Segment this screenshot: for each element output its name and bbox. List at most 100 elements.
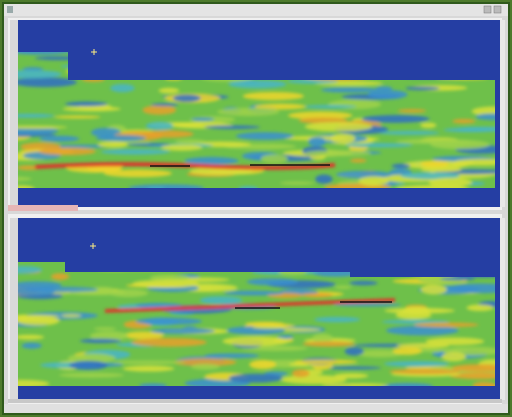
reflector-core	[150, 164, 330, 167]
texture-blob	[315, 174, 333, 184]
texture-blob	[18, 266, 43, 274]
texture-blob	[280, 374, 347, 385]
texture-blob	[18, 379, 50, 386]
texture-blob	[60, 314, 82, 318]
texture-blob	[235, 132, 294, 140]
texture-blob	[93, 327, 116, 331]
texture-blob	[18, 314, 60, 318]
texture-blob	[131, 337, 207, 347]
texture-blob	[305, 150, 372, 157]
texture-blob	[475, 113, 495, 121]
reflector-core	[235, 301, 392, 309]
scrollbar[interactable]	[500, 218, 505, 400]
texture-blob	[199, 296, 243, 305]
texture-blob	[392, 347, 423, 355]
texture-blob	[59, 372, 125, 378]
texture-blob	[150, 327, 215, 335]
texture-blob	[389, 368, 461, 375]
texture-blob	[361, 115, 430, 123]
texture-blob	[302, 341, 356, 347]
texture-blob	[38, 147, 96, 156]
texture-blob	[51, 273, 70, 281]
texture-blob	[320, 87, 380, 93]
texture-blob	[304, 121, 373, 132]
texture-blob	[300, 292, 333, 298]
texture-blob	[375, 86, 393, 91]
texture-blob	[135, 317, 203, 325]
texture-blob	[425, 337, 485, 346]
texture-blob	[308, 136, 327, 147]
texture-blob	[397, 109, 427, 113]
texture-blob	[334, 285, 352, 289]
texture-blob	[217, 107, 280, 116]
texture-blob	[402, 306, 431, 315]
horizontal-scrollbar[interactable]	[8, 399, 502, 403]
texture-blob	[291, 369, 310, 378]
texture-blob	[69, 291, 126, 296]
cursor	[91, 49, 97, 55]
texture-blob	[39, 135, 80, 142]
texture-blob	[321, 383, 389, 386]
texture-blob	[150, 103, 179, 107]
texture-blob	[89, 331, 129, 341]
texture-blob	[314, 316, 361, 323]
texture-blob	[472, 381, 495, 386]
texture-blob	[452, 118, 476, 124]
texture-blob	[95, 135, 146, 142]
texture-blob	[420, 284, 447, 295]
texture-blob	[223, 290, 283, 296]
texture-blob	[302, 104, 357, 109]
texture-blob	[54, 115, 101, 119]
texture-blob	[25, 286, 99, 293]
texture-blob	[110, 83, 135, 93]
texture-blob	[396, 184, 470, 188]
texture-blob	[349, 280, 378, 286]
scrollbar[interactable]	[500, 20, 505, 207]
texture-blob	[79, 338, 122, 344]
texture-blob	[466, 304, 494, 312]
texture-blob	[18, 165, 41, 171]
texture-blob	[428, 177, 473, 187]
texture-blob	[471, 106, 495, 117]
close-button[interactable]	[493, 5, 502, 14]
texture-blob	[367, 89, 408, 100]
texture-blob	[18, 113, 55, 118]
texture-blob	[330, 133, 356, 144]
texture-blob	[242, 91, 304, 101]
texture-blob	[249, 359, 277, 370]
texture-blob	[132, 279, 200, 288]
texture-blob	[246, 278, 299, 286]
texture-blob	[69, 360, 108, 370]
texture-blob	[18, 52, 74, 55]
texture-blob	[191, 363, 220, 370]
texture-blob	[350, 158, 367, 163]
texture-blob	[21, 342, 42, 349]
texture-blob	[439, 277, 476, 281]
texture-blob	[396, 343, 450, 349]
texture-blob	[279, 181, 315, 185]
texture-blob	[149, 274, 190, 281]
texture-blob	[103, 169, 172, 178]
texture-blob	[325, 366, 382, 370]
texture-blob	[18, 315, 60, 326]
texture-blob	[358, 176, 389, 186]
texture-blob	[405, 86, 440, 91]
texture-blob	[172, 94, 201, 102]
texture-blob	[260, 154, 288, 164]
minimize-button[interactable]	[483, 5, 492, 14]
depth-ruler	[10, 218, 18, 400]
texture-blob	[122, 331, 165, 340]
texture-blob	[453, 158, 495, 166]
texture-blob	[447, 283, 495, 294]
texture-blob	[228, 80, 287, 89]
texture-blob	[18, 70, 62, 79]
texture-blob	[378, 130, 440, 135]
texture-blob	[184, 156, 239, 165]
texture-blob	[172, 358, 237, 367]
texture-blob	[252, 325, 286, 329]
texture-blob	[204, 125, 261, 130]
texture-blob	[356, 349, 403, 358]
texture-blob	[90, 286, 114, 293]
